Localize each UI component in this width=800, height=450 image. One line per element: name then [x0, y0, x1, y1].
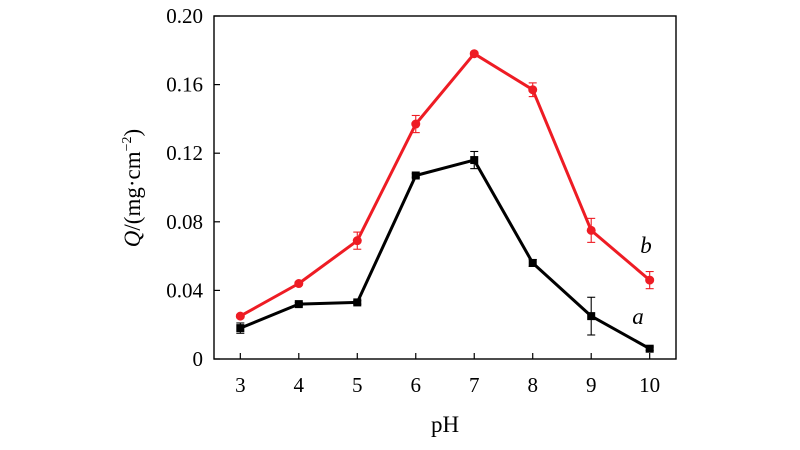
- data-point-b: [235, 311, 245, 321]
- y-axis-title-exponent: −2: [120, 136, 135, 151]
- series-label-a: a: [632, 304, 644, 329]
- data-point-b: [469, 49, 479, 59]
- data-point-a: [587, 312, 596, 321]
- data-point-a: [236, 324, 245, 333]
- data-point-a: [470, 156, 479, 165]
- y-axis-title: Q/(mg·cm−2): [120, 129, 145, 247]
- y-tick-label: 0.12: [166, 141, 203, 165]
- series-b: [235, 49, 655, 321]
- y-axis: 0 0.04 0.08 0.12 0.16 0.20: [166, 4, 220, 371]
- plot-frame: [213, 15, 677, 360]
- x-tick-label: 9: [586, 373, 597, 397]
- data-point-b: [294, 279, 304, 289]
- data-point-a: [528, 258, 537, 267]
- x-tick-label: 3: [235, 373, 246, 397]
- data-point-b: [411, 119, 421, 129]
- y-tick-label: 0.04: [166, 278, 203, 302]
- x-axis: 3 4 5 6 7 8 9 10: [235, 353, 660, 397]
- series-line-a: [239, 158, 651, 351]
- data-point-a: [353, 298, 362, 307]
- y-tick-label: 0.16: [166, 73, 203, 97]
- x-tick-label: 10: [639, 373, 660, 397]
- x-tick-label: 8: [527, 373, 538, 397]
- data-point-a: [294, 300, 303, 309]
- data-point-b: [586, 225, 596, 235]
- data-point-a: [645, 344, 654, 353]
- series-a: [236, 150, 654, 353]
- x-tick-label: 6: [411, 373, 422, 397]
- x-axis-title: pH: [431, 412, 459, 437]
- x-tick-label: 5: [352, 373, 363, 397]
- y-tick-label: 0.08: [166, 210, 203, 234]
- series-line-b: [239, 52, 651, 318]
- data-point-b: [352, 236, 362, 246]
- data-point-b: [645, 275, 655, 285]
- series-layer: [235, 49, 655, 353]
- data-point-a: [411, 171, 420, 180]
- y-axis-title-close: ): [120, 129, 145, 137]
- x-tick-label: 7: [469, 373, 480, 397]
- y-axis-title-unit: /(mg·cm: [120, 151, 145, 230]
- y-tick-label: 0: [193, 347, 204, 371]
- data-point-b: [528, 85, 538, 95]
- series-label-b: b: [640, 233, 652, 258]
- x-tick-label: 4: [294, 373, 305, 397]
- y-axis-title-symbol: Q: [120, 230, 145, 247]
- y-tick-label: 0.20: [166, 4, 203, 28]
